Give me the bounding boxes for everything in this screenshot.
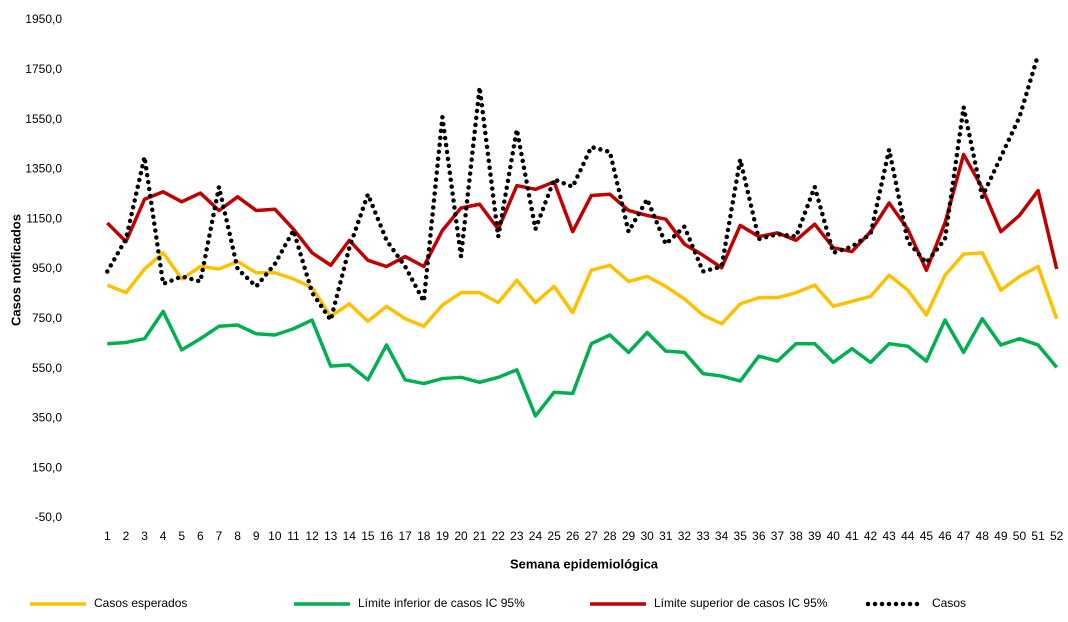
y-tick-label: -50,0 [35, 510, 63, 524]
x-tick-label: 5 [178, 529, 185, 543]
x-tick-label: 42 [864, 529, 878, 543]
x-tick-label: 17 [398, 529, 412, 543]
x-tick-label: 33 [696, 529, 710, 543]
x-tick-label: 52 [1050, 529, 1064, 543]
y-tick-label: 150,0 [32, 460, 62, 474]
y-tick-label: 950,0 [32, 261, 62, 275]
x-tick-label: 23 [510, 529, 524, 543]
y-tick-label: 1150,0 [26, 211, 62, 225]
x-tick-label: 36 [752, 529, 766, 543]
x-tick-label: 20 [454, 529, 468, 543]
x-tick-label: 35 [734, 529, 748, 543]
x-tick-label: 41 [845, 529, 859, 543]
x-tick-label: 30 [640, 529, 654, 543]
x-tick-label: 1 [104, 529, 111, 543]
x-tick-label: 6 [197, 529, 204, 543]
y-tick-label: 750,0 [32, 311, 62, 325]
y-tick-label: 1950,0 [25, 12, 62, 26]
legend-label: Límite superior de casos IC 95% [654, 596, 828, 610]
x-tick-label: 27 [585, 529, 599, 543]
x-tick-label: 9 [253, 529, 260, 543]
y-tick-label: 350,0 [32, 411, 62, 425]
x-tick-label: 24 [529, 529, 543, 543]
x-tick-label: 10 [268, 529, 282, 543]
x-tick-label: 26 [566, 529, 580, 543]
x-tick-label: 43 [882, 529, 896, 543]
x-tick-label: 48 [976, 529, 990, 543]
x-tick-label: 2 [123, 529, 130, 543]
x-tick-label: 50 [1013, 529, 1027, 543]
x-tick-label: 34 [715, 529, 729, 543]
y-tick-label: 1350,0 [25, 162, 62, 176]
x-tick-label: 40 [827, 529, 841, 543]
x-tick-label: 12 [305, 529, 319, 543]
x-tick-label: 13 [324, 529, 338, 543]
x-tick-label: 49 [994, 529, 1008, 543]
series-line [107, 309, 1059, 418]
y-tick-label: 1750,0 [25, 62, 62, 76]
x-tick-label: 8 [234, 529, 241, 543]
x-tick-label: 4 [160, 529, 167, 543]
x-tick-label: 18 [417, 529, 431, 543]
x-tick-label: 45 [920, 529, 934, 543]
x-axis-title: Semana epidemiológica [510, 556, 659, 571]
legend-label: Límite inferior de casos IC 95% [358, 596, 525, 610]
x-tick-label: 19 [436, 529, 450, 543]
x-tick-label: 22 [492, 529, 506, 543]
x-tick-label: 25 [547, 529, 561, 543]
series-line [105, 52, 1041, 326]
y-tick-label: 1550,0 [25, 112, 62, 126]
x-tick-label: 15 [361, 529, 375, 543]
x-tick-label: 46 [938, 529, 952, 543]
x-tick-label: 37 [771, 529, 785, 543]
legend-label: Casos esperados [94, 596, 187, 610]
series-line [106, 152, 1059, 272]
series-line [106, 251, 1059, 329]
x-tick-label: 28 [603, 529, 617, 543]
x-tick-label: 38 [789, 529, 803, 543]
legend-label: Casos [932, 596, 966, 610]
x-tick-label: 29 [622, 529, 636, 543]
x-tick-label: 11 [287, 529, 300, 543]
x-tick-label: 3 [141, 529, 148, 543]
x-tick-label: 39 [808, 529, 822, 543]
x-tick-label: 47 [957, 529, 971, 543]
x-tick-label: 16 [380, 529, 394, 543]
x-tick-label: 32 [678, 529, 692, 543]
x-tick-label: 14 [343, 529, 357, 543]
y-axis-title: Casos notificados [8, 214, 23, 326]
x-tick-label: 21 [473, 529, 487, 543]
x-tick-label: 31 [659, 529, 673, 543]
y-tick-label: 550,0 [32, 361, 62, 375]
x-tick-label: 51 [1031, 529, 1045, 543]
x-tick-label: 44 [901, 529, 915, 543]
x-tick-label: 7 [216, 529, 223, 543]
